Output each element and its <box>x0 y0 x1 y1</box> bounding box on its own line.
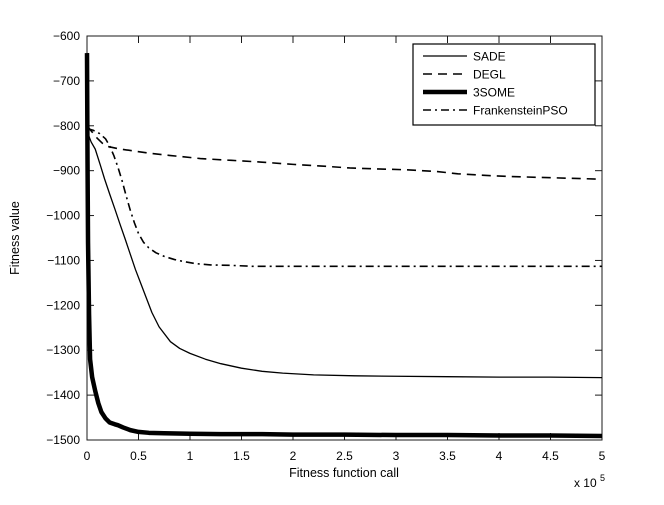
x-tick-label: 3.5 <box>439 449 456 463</box>
y-tick-label: −1300 <box>46 343 80 357</box>
x-tick-label: 2.5 <box>336 449 353 463</box>
legend-label-3SOME: 3SOME <box>473 86 515 100</box>
x-tick-label: 5 <box>599 449 606 463</box>
y-tick-label: −800 <box>53 119 80 133</box>
legend-label-FrankensteinPSO: FrankensteinPSO <box>473 104 568 118</box>
x-tick-label: 1 <box>187 449 194 463</box>
x-axis-exponent-label: x 10 5 <box>574 473 605 490</box>
series-line-SADE <box>86 130 603 379</box>
y-tick-label: −1000 <box>46 209 80 223</box>
axes-layer: 0 0.5 1 1.5 2 2.5 3 3.5 4 4.5 5 −600 −700 −800 −900 −10… <box>46 29 605 463</box>
x-tick-label: 4 <box>496 449 503 463</box>
y-tick-label: −900 <box>53 164 80 178</box>
y-tick-label: −1500 <box>46 433 80 447</box>
y-axis-label: Fitness value <box>8 201 22 275</box>
x-tick-label: 1.5 <box>233 449 250 463</box>
x-tick-label: 3 <box>393 449 400 463</box>
y-tick-label: −1100 <box>47 253 80 267</box>
legend-label-DEGL: DEGL <box>473 68 506 82</box>
y-tick-label: −600 <box>53 29 80 43</box>
series-line-FrankensteinPSO <box>86 127 602 268</box>
x-tick-label: 4.5 <box>542 449 559 463</box>
y-tick-label: −700 <box>53 74 80 88</box>
series-layer <box>84 53 603 439</box>
series-line-3SOME <box>84 53 603 439</box>
legend-box <box>412 43 596 126</box>
y-tick-label: −1200 <box>46 298 80 312</box>
legend: SADE DEGL 3SOME FrankensteinPSO <box>412 43 596 126</box>
x-axis-label: Fitness function call <box>289 466 399 480</box>
legend-label-SADE: SADE <box>473 50 506 64</box>
x-tick-label: 0.5 <box>130 449 147 463</box>
x-tick-label: 0 <box>84 449 91 463</box>
x-tick-label: 2 <box>290 449 297 463</box>
series-line-DEGL <box>86 125 603 180</box>
y-tick-label: −1400 <box>46 388 80 402</box>
